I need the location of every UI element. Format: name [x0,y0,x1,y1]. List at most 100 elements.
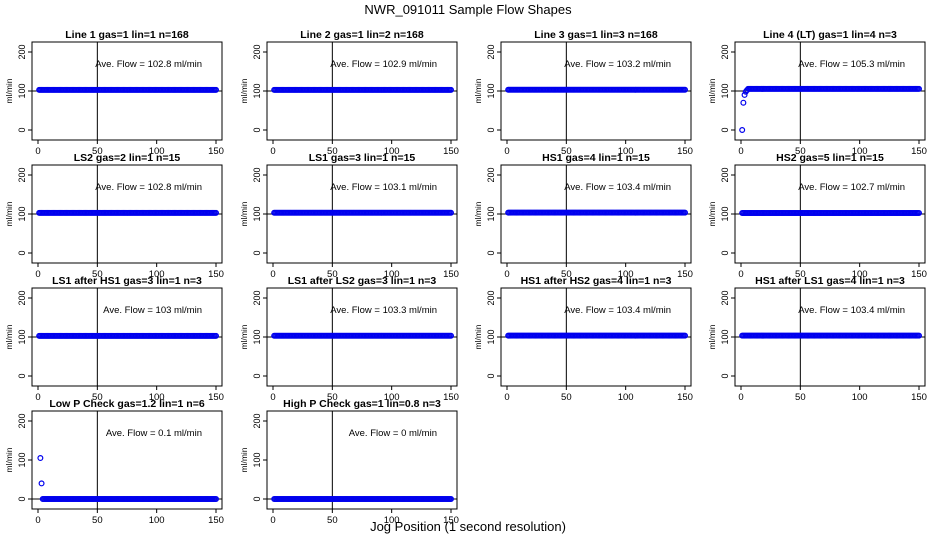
data-point [681,332,688,339]
y-tick-label: 100 [17,206,27,221]
x-tick-label: 100 [852,392,868,403]
data-point [213,496,220,503]
ave-flow-annotation: Ave. Flow = 102.8 ml/min [95,59,202,70]
y-tick-label: 100 [486,83,496,98]
ave-flow-annotation: Ave. Flow = 103 ml/min [103,305,202,316]
data-point [37,455,44,462]
x-tick-label: 50 [327,146,338,157]
y-tick-label: 100 [17,83,27,98]
x-tick-label: 50 [92,392,103,403]
y-tick-label: 200 [17,167,27,182]
y-axis-label: ml/min [4,447,14,472]
data-point [213,86,220,93]
x-tick-label: 0 [35,515,40,526]
data-point [213,332,220,339]
x-tick-label: 150 [443,269,459,280]
y-tick-label: 100 [486,329,496,344]
y-tick-label: 200 [252,44,262,59]
data-point [915,332,922,339]
y-tick-label: 200 [252,167,262,182]
x-tick-label: 150 [208,146,224,157]
ave-flow-annotation: Ave. Flow = 103.3 ml/min [330,305,437,316]
y-tick-label: 200 [252,290,262,305]
x-tick-label: 50 [92,515,103,526]
y-axis-label: ml/min [239,201,249,226]
y-tick-label: 0 [720,250,730,255]
chart-panel: HS1 after LS1 gas=4 lin=1 n=3 ml/min 0 100 2… [707,275,927,403]
x-tick-label: 0 [35,146,40,157]
x-tick-label: 150 [911,392,927,403]
x-tick-label: 100 [852,269,868,280]
y-tick-label: 0 [720,127,730,132]
y-axis-label: ml/min [239,447,249,472]
data-point [739,126,746,133]
x-tick-label: 150 [208,392,224,403]
panel-title: Line 3 gas=1 lin=3 n=168 [534,29,658,41]
y-tick-label: 100 [252,83,262,98]
y-tick-label: 100 [17,329,27,344]
x-tick-label: 50 [561,392,572,403]
data-point [448,496,455,503]
data-point [38,480,45,487]
x-tick-label: 0 [504,269,509,280]
y-tick-label: 200 [720,290,730,305]
y-tick-label: 100 [720,329,730,344]
chart-panel: HS2 gas=5 lin=1 n=15 ml/min 0 100 200 0 50 100 1… [707,152,927,280]
x-tick-label: 50 [327,392,338,403]
x-tick-label: 50 [561,146,572,157]
chart-panel: LS1 gas=3 lin=1 n=15 ml/min 0 100 200 0 50 100 1… [239,152,459,280]
data-point [915,85,922,92]
ave-flow-annotation: Ave. Flow = 102.8 ml/min [95,182,202,193]
x-tick-label: 0 [504,146,509,157]
data-point [741,91,748,98]
panel-title: HS1 after LS1 gas=4 lin=1 n=3 [755,275,905,287]
y-tick-label: 200 [17,44,27,59]
x-tick-label: 150 [677,146,693,157]
x-tick-label: 150 [443,392,459,403]
y-tick-label: 0 [720,373,730,378]
y-tick-label: 100 [720,206,730,221]
x-tick-label: 100 [384,515,400,526]
x-tick-label: 100 [149,269,165,280]
x-tick-label: 50 [795,269,806,280]
y-tick-label: 200 [486,167,496,182]
x-tick-label: 50 [795,392,806,403]
ave-flow-annotation: Ave. Flow = 103.4 ml/min [564,305,671,316]
panel-title: LS1 after LS2 gas=3 lin=1 n=3 [288,275,437,287]
data-point [915,209,922,216]
ave-flow-annotation: Ave. Flow = 103.4 ml/min [564,182,671,193]
x-axis-label: Jog Position (1 second resolution) [370,519,566,534]
plot-frame [31,410,223,510]
y-tick-label: 0 [252,127,262,132]
page-title: NWR_091011 Sample Flow Shapes [364,2,572,17]
y-tick-label: 100 [486,206,496,221]
y-tick-label: 200 [486,44,496,59]
x-tick-label: 50 [327,515,338,526]
y-tick-label: 200 [720,44,730,59]
ave-flow-annotation: Ave. Flow = 103.1 ml/min [330,182,437,193]
chart-panel: HS1 after HS2 gas=4 lin=1 n=3 ml/min 0 100 2… [473,275,693,403]
ave-flow-annotation: Ave. Flow = 102.9 ml/min [330,59,437,70]
ave-flow-annotation: Ave. Flow = 102.7 ml/min [798,182,905,193]
y-axis-label: ml/min [239,78,249,103]
y-tick-label: 0 [252,496,262,501]
x-tick-label: 100 [384,269,400,280]
x-tick-label: 0 [738,146,743,157]
panel-title: HS1 after HS2 gas=4 lin=1 n=3 [521,275,672,287]
panel-title: LS2 gas=2 lin=1 n=15 [74,152,181,164]
y-tick-label: 0 [486,127,496,132]
x-tick-label: 100 [618,269,634,280]
x-tick-label: 100 [149,146,165,157]
x-tick-label: 150 [677,269,693,280]
y-axis-label: ml/min [707,324,717,349]
x-tick-label: 50 [92,269,103,280]
y-axis-label: ml/min [707,201,717,226]
x-tick-label: 150 [677,392,693,403]
y-tick-label: 0 [252,373,262,378]
y-tick-label: 0 [252,250,262,255]
x-tick-label: 100 [149,392,165,403]
data-point [681,86,688,93]
ave-flow-annotation: Ave. Flow = 0.1 ml/min [106,428,202,439]
ave-flow-annotation: Ave. Flow = 103.4 ml/min [798,305,905,316]
y-axis-label: ml/min [239,324,249,349]
